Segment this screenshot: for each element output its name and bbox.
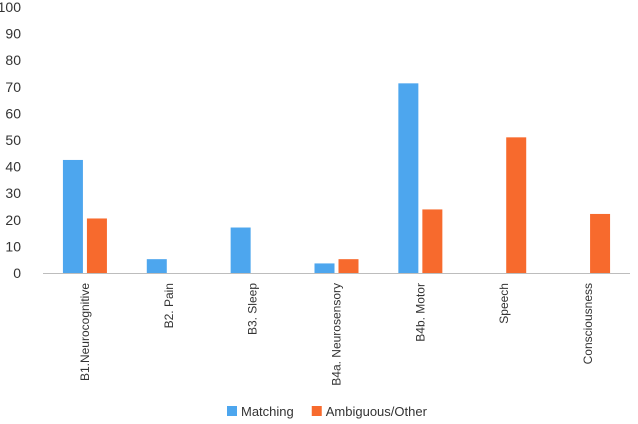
legend-label: Ambiguous/Other xyxy=(326,404,428,419)
category-labels: B1.Neurocognitive B2. Pain B3. Sleep B4a. N… xyxy=(78,283,595,386)
y-tick-label: 80 xyxy=(5,52,21,68)
category-label: B2. Pain xyxy=(162,283,176,328)
bar xyxy=(62,159,83,273)
y-tick-label: 20 xyxy=(5,212,21,228)
bar xyxy=(86,218,107,273)
bar xyxy=(422,209,443,273)
y-tick-label: 90 xyxy=(5,26,21,42)
category-label: B4b. Motor xyxy=(413,283,427,342)
category-label: Speech xyxy=(497,283,511,324)
y-tick-label: 40 xyxy=(5,159,21,175)
category-label: B3. Sleep xyxy=(246,283,260,335)
bar xyxy=(398,83,419,273)
y-tick-label: 50 xyxy=(5,132,21,148)
bar xyxy=(146,259,167,273)
category-label: Consciousness xyxy=(581,283,595,364)
y-tick-label: 100 xyxy=(0,0,21,15)
y-tick-label: 0 xyxy=(13,265,21,281)
category-label: B4a. Neurosensory xyxy=(330,283,344,386)
legend-label: Matching xyxy=(241,404,294,419)
bar xyxy=(590,213,611,273)
bar xyxy=(314,263,335,273)
category-label: B1.Neurocognitive xyxy=(78,283,92,381)
y-axis-ticks: 0 10 20 30 40 50 60 70 80 90 100 xyxy=(0,0,21,281)
bars xyxy=(62,83,611,273)
legend: Matching Ambiguous/Other xyxy=(227,404,428,419)
y-tick-label: 60 xyxy=(5,105,21,121)
y-tick-label: 30 xyxy=(5,185,21,201)
bar xyxy=(338,259,359,273)
y-tick-label: 10 xyxy=(5,238,21,254)
y-tick-label: 70 xyxy=(5,79,21,95)
legend-swatch xyxy=(311,406,322,416)
bar xyxy=(230,227,251,273)
bar xyxy=(506,137,527,273)
legend-swatch xyxy=(227,406,237,416)
